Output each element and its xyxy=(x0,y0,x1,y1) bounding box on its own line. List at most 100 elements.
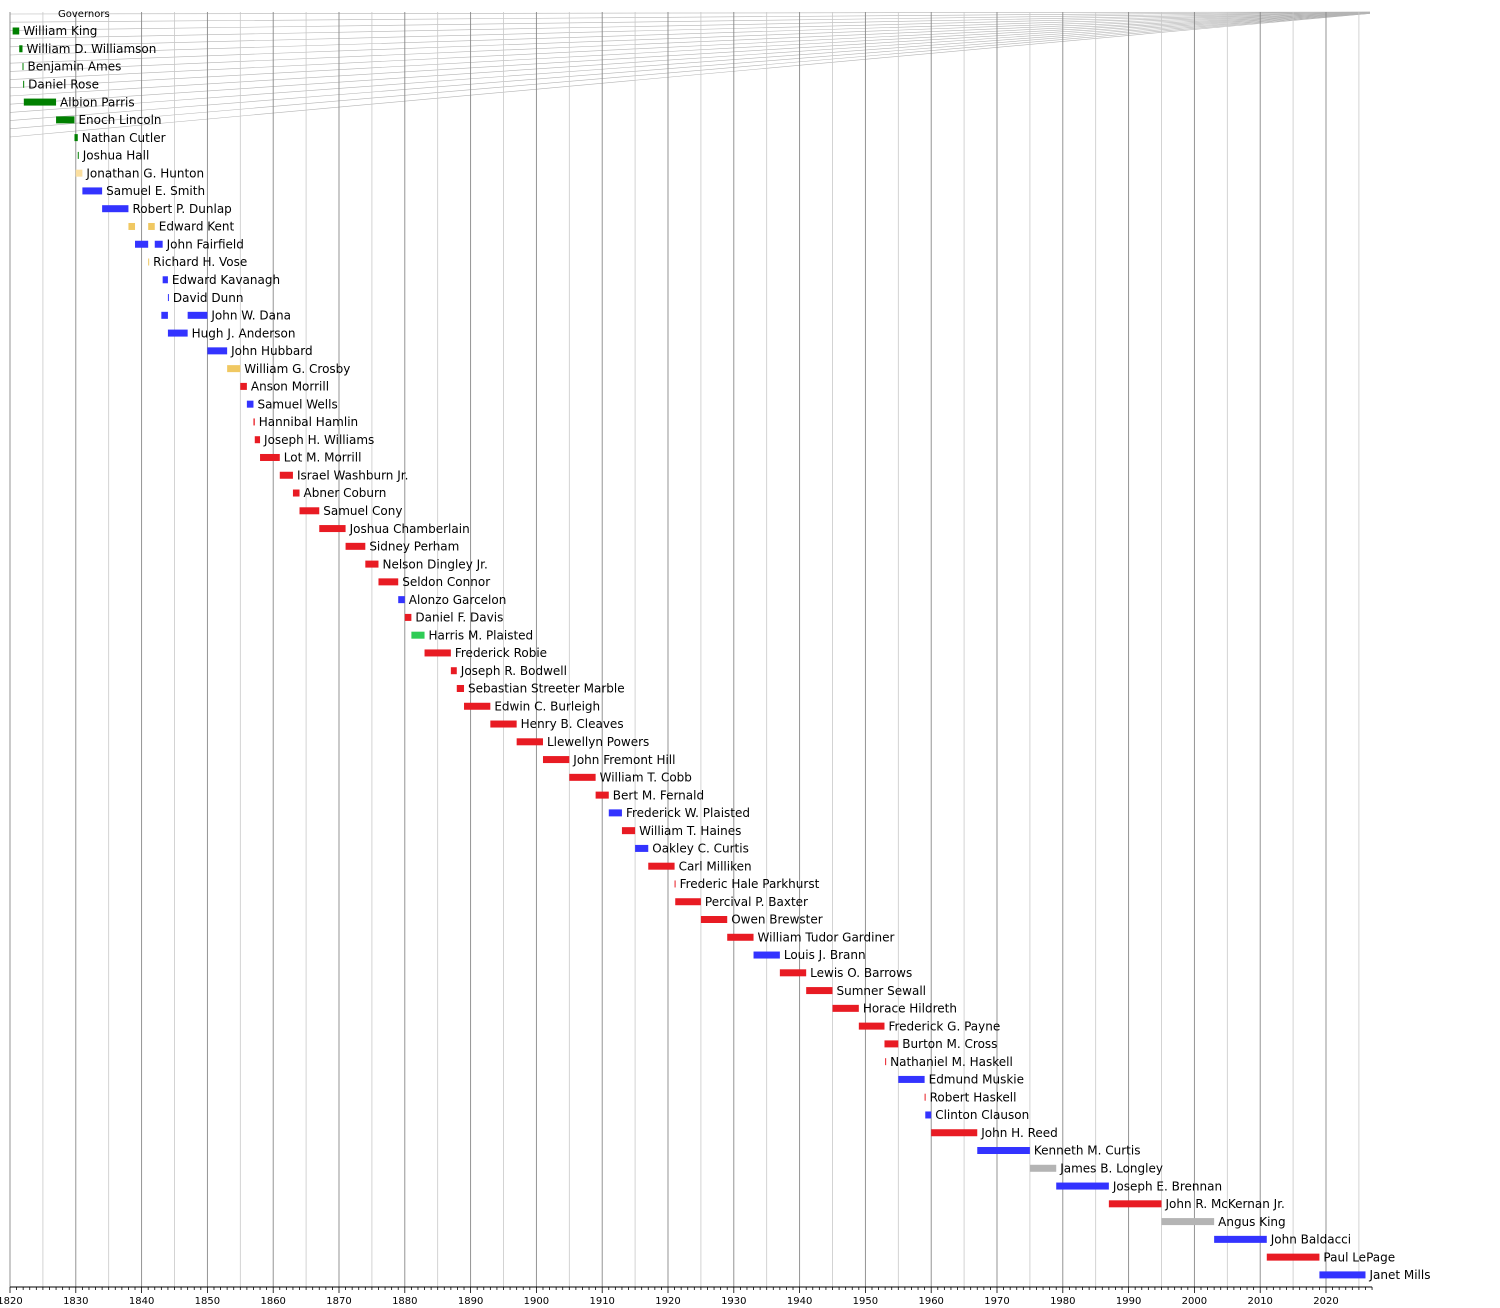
term-bar xyxy=(648,862,675,870)
term-bar xyxy=(700,916,728,923)
governor-label: Carl Milliken xyxy=(679,859,752,873)
term-bar xyxy=(128,222,136,230)
term-bar xyxy=(56,116,75,124)
governor-label: Joshua Hall xyxy=(82,149,150,163)
term-bar xyxy=(227,365,241,373)
decor-line xyxy=(9,12,1371,48)
term-bar xyxy=(977,1147,1030,1155)
decor-line xyxy=(9,13,1371,138)
term-bar xyxy=(1161,1218,1215,1226)
term-bar xyxy=(260,453,280,461)
term-bar xyxy=(456,684,465,692)
governor-label: Oakley C. Curtis xyxy=(652,842,749,856)
x-tick-label: 1890 xyxy=(458,1296,483,1307)
governor-label: Samuel E. Smith xyxy=(106,184,205,198)
term-bar xyxy=(885,1058,887,1066)
term-bar xyxy=(161,311,168,319)
governor-label: James B. Longley xyxy=(1059,1161,1163,1175)
governor-label: John Hubbard xyxy=(230,344,312,358)
decor-line xyxy=(9,13,1371,121)
term-bar xyxy=(490,720,517,728)
governor-label: Frederick G. Payne xyxy=(888,1019,1000,1033)
governor-label: Burton M. Cross xyxy=(902,1037,997,1051)
term-bar xyxy=(167,294,169,302)
governor-label: John W. Dana xyxy=(210,309,291,323)
term-bar xyxy=(621,827,636,835)
governor-label: John Baldacci xyxy=(1270,1233,1351,1247)
x-tick-label: 1980 xyxy=(1050,1296,1075,1307)
governor-label: Edward Kavanagh xyxy=(172,273,280,287)
x-tick-label: 1970 xyxy=(984,1296,1009,1307)
decor-line xyxy=(9,12,1371,39)
x-tick-label: 1990 xyxy=(1116,1296,1141,1307)
term-bar xyxy=(77,151,79,159)
term-bar xyxy=(23,80,25,88)
governor-label: Kenneth M. Curtis xyxy=(1034,1144,1141,1158)
decor-line xyxy=(9,12,1371,64)
governor-label: Abner Coburn xyxy=(304,486,387,500)
term-bar xyxy=(254,436,261,444)
x-tick-label: 1820 xyxy=(0,1296,23,1307)
decor-line xyxy=(9,12,1371,72)
term-bar xyxy=(569,773,596,781)
term-bar xyxy=(404,613,412,621)
x-tick-label: 1910 xyxy=(589,1296,614,1307)
term-bar xyxy=(884,1040,899,1048)
x-tick-label: 2010 xyxy=(1247,1296,1272,1307)
governor-label: Owen Brewster xyxy=(731,913,823,927)
term-bar xyxy=(135,240,149,248)
term-bar xyxy=(378,578,399,586)
x-tick-label: 1940 xyxy=(787,1296,812,1307)
governor-label: Frederic Hale Parkhurst xyxy=(680,877,820,891)
term-bar xyxy=(1029,1164,1057,1172)
governor-label: Edmund Muskie xyxy=(929,1073,1024,1087)
term-bar xyxy=(674,880,676,888)
governor-label: William T. Haines xyxy=(639,824,741,838)
term-bar xyxy=(1266,1253,1320,1261)
x-tick-label: 1830 xyxy=(63,1296,88,1307)
governor-label: Lewis O. Barrows xyxy=(810,966,912,980)
governor-label: Albion Parris xyxy=(60,95,135,109)
x-tick-label: 1930 xyxy=(721,1296,746,1307)
term-bar xyxy=(516,738,543,746)
governor-label: John H. Reed xyxy=(980,1126,1058,1140)
term-bar xyxy=(74,134,78,142)
term-bar xyxy=(240,382,247,390)
term-bar xyxy=(82,187,103,195)
x-tick-label: 1900 xyxy=(524,1296,549,1307)
governor-label: Benjamin Ames xyxy=(28,60,122,74)
governor-label: Joseph R. Bodwell xyxy=(460,664,567,678)
term-bar xyxy=(450,667,457,675)
x-tick-label: 1860 xyxy=(260,1296,285,1307)
governor-label: Seldon Connor xyxy=(402,575,490,589)
governor-label: Harris M. Plaisted xyxy=(429,628,534,642)
term-bar xyxy=(595,791,609,799)
governor-label: Sidney Perham xyxy=(369,540,459,554)
governor-label: Robert P. Dunlap xyxy=(132,202,231,216)
governor-label: Richard H. Vose xyxy=(153,255,247,269)
term-bar xyxy=(806,987,833,995)
governor-label: Anson Morrill xyxy=(251,380,329,394)
year-grid xyxy=(9,12,1360,1287)
x-tick-label: 1850 xyxy=(195,1296,220,1307)
term-bar xyxy=(365,560,379,568)
term-bar xyxy=(75,169,83,177)
term-bar xyxy=(675,898,701,906)
governor-label: David Dunn xyxy=(173,291,244,305)
governor-label: Sebastian Streeter Marble xyxy=(468,682,625,696)
x-tick-label: 2020 xyxy=(1313,1296,1338,1307)
x-axis: 1820 1830 1840 1850 1860 1870 1880 1890 1900 1910… xyxy=(0,1286,1373,1307)
term-bar xyxy=(832,1004,859,1012)
governor-label: William King xyxy=(23,24,97,38)
term-bar xyxy=(345,542,366,550)
governor-label: Frederick W. Plaisted xyxy=(626,806,750,820)
governor-label: Joseph H. Williams xyxy=(263,433,374,447)
governor-label: Enoch Lincoln xyxy=(78,113,161,127)
x-tick-label: 2000 xyxy=(1182,1296,1207,1307)
term-bar xyxy=(299,507,320,515)
governor-label: Henry B. Cleaves xyxy=(521,717,624,731)
governor-label: Daniel Rose xyxy=(28,78,99,92)
governor-label: John Fairfield xyxy=(166,237,244,251)
